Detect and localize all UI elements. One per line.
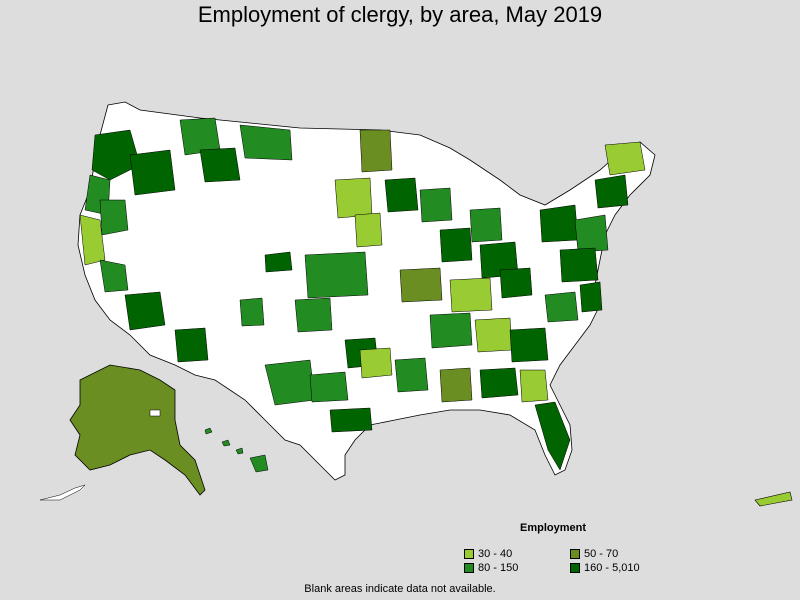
legend-label: 80 - 150 [478, 562, 519, 574]
legend-swatch [464, 563, 474, 574]
legend-item-30-40: 30 - 40 [464, 548, 512, 560]
legend-title: Employment [520, 522, 587, 534]
alaska-aleutians [39, 484, 86, 501]
us-map [0, 30, 800, 520]
legend-swatch [570, 549, 580, 560]
hawaii-islands [204, 427, 269, 473]
legend-item-160-5010: 160 - 5,010 [570, 562, 640, 574]
map-footnote: Blank areas indicate data not available. [304, 583, 496, 595]
map-legend: Employment 30 - 40 50 - 70 80 - 150 160 … [464, 519, 664, 579]
legend-label: 50 - 70 [584, 548, 619, 560]
legend-label: 160 - 5,010 [584, 562, 640, 574]
map-title: Employment of clergy, by area, May 2019 [197, 2, 603, 27]
legend-swatch [464, 549, 474, 560]
puerto-rico-region [754, 491, 793, 507]
metro-areas [79, 117, 646, 471]
alaska-region [69, 364, 206, 496]
legend-swatch [570, 563, 580, 574]
legend-item-50-70: 50 - 70 [570, 548, 618, 560]
legend-label: 30 - 40 [478, 548, 513, 560]
alaska-island [149, 409, 161, 417]
legend-item-80-150: 80 - 150 [464, 562, 518, 574]
us-map-svg [39, 101, 793, 507]
